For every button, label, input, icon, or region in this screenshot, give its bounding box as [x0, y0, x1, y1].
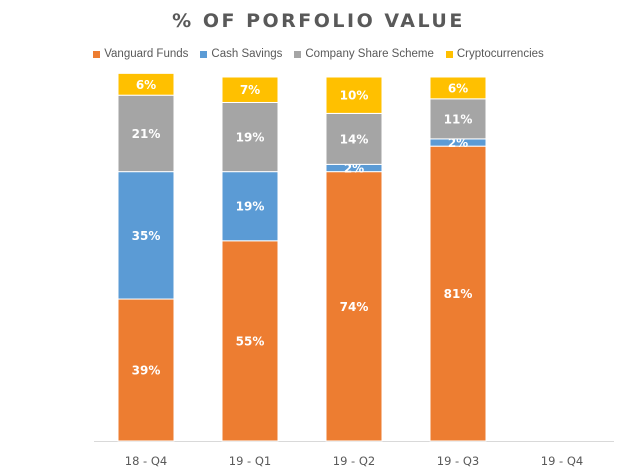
chart-title: % OF PORFOLIO VALUE [172, 10, 465, 32]
bar-company-share-scheme-18-q4 [117, 94, 175, 173]
x-tick-label-19-q3: 19 - Q3 [437, 454, 479, 468]
bar-cryptocurrencies-19-q1 [221, 76, 279, 103]
bar-company-share-scheme-19-q2 [325, 112, 383, 165]
legend-item-cryptocurrencies: Cryptocurrencies [445, 48, 544, 60]
bar-cryptocurrencies-19-q3 [429, 76, 487, 100]
legend-item-cash-savings: Cash Savings [200, 48, 282, 60]
data-label-company-share-scheme-19-q2: 14% [340, 132, 369, 146]
data-label-company-share-scheme-19-q3: 11% [444, 112, 473, 126]
data-label-company-share-scheme-19-q1: 19% [236, 131, 265, 145]
bar-cash-savings-19-q1 [221, 171, 279, 242]
legend-swatch-cryptocurrencies [445, 50, 453, 58]
bar-vanguard-funds-19-q2 [325, 171, 383, 442]
bar-company-share-scheme-19-q1 [221, 101, 279, 173]
legend-swatch-cash-savings [200, 50, 208, 58]
legend-label-company-share-scheme: Company Share Scheme [305, 48, 434, 60]
data-label-cryptocurrencies-19-q3: 6% [448, 81, 468, 95]
data-label-company-share-scheme-18-q4: 21% [132, 127, 161, 141]
bar-cryptocurrencies-19-q2 [325, 76, 383, 114]
legend-label-cryptocurrencies: Cryptocurrencies [456, 48, 544, 60]
x-tick-label-19-q4: 19 - Q4 [541, 454, 583, 468]
data-label-cryptocurrencies-19-q2: 10% [340, 89, 369, 103]
data-label-cash-savings-18-q4: 35% [132, 229, 161, 243]
data-label-cryptocurrencies-19-q1: 7% [240, 83, 260, 97]
x-tick-label-19-q2: 19 - Q2 [333, 454, 375, 468]
data-label-vanguard-funds-19-q3: 81% [444, 287, 473, 301]
legend-label-cash-savings: Cash Savings [211, 48, 283, 60]
data-label-vanguard-funds-19-q2: 74% [340, 300, 369, 314]
bar-cash-savings-18-q4 [117, 171, 175, 300]
x-tick-label-18-q4: 18 - Q4 [125, 454, 167, 468]
legend-item-vanguard-funds: Vanguard Funds [93, 48, 188, 60]
data-label-vanguard-funds-19-q1: 55% [236, 334, 265, 348]
data-label-vanguard-funds-18-q4: 39% [132, 364, 161, 378]
data-label-cash-savings-19-q2: 2% [344, 162, 364, 176]
data-label-cash-savings-19-q3: 2% [448, 136, 468, 150]
data-label-cash-savings-19-q1: 19% [236, 200, 265, 214]
x-tick-label-19-q1: 19 - Q1 [229, 454, 271, 468]
legend-swatch-company-share-scheme [294, 50, 302, 58]
legend: Vanguard Funds Cash Savings Company Shar… [0, 48, 637, 60]
bar-vanguard-funds-19-q3 [429, 145, 487, 442]
bar-company-share-scheme-19-q3 [429, 98, 487, 140]
data-label-cryptocurrencies-18-q4: 6% [136, 78, 156, 92]
bar-vanguard-funds-18-q4 [117, 298, 175, 442]
legend-item-company-share-scheme: Company Share Scheme [294, 48, 434, 60]
legend-swatch-vanguard-funds [93, 50, 101, 58]
legend-label-vanguard-funds: Vanguard Funds [104, 48, 189, 60]
bar-cryptocurrencies-18-q4 [117, 72, 175, 96]
